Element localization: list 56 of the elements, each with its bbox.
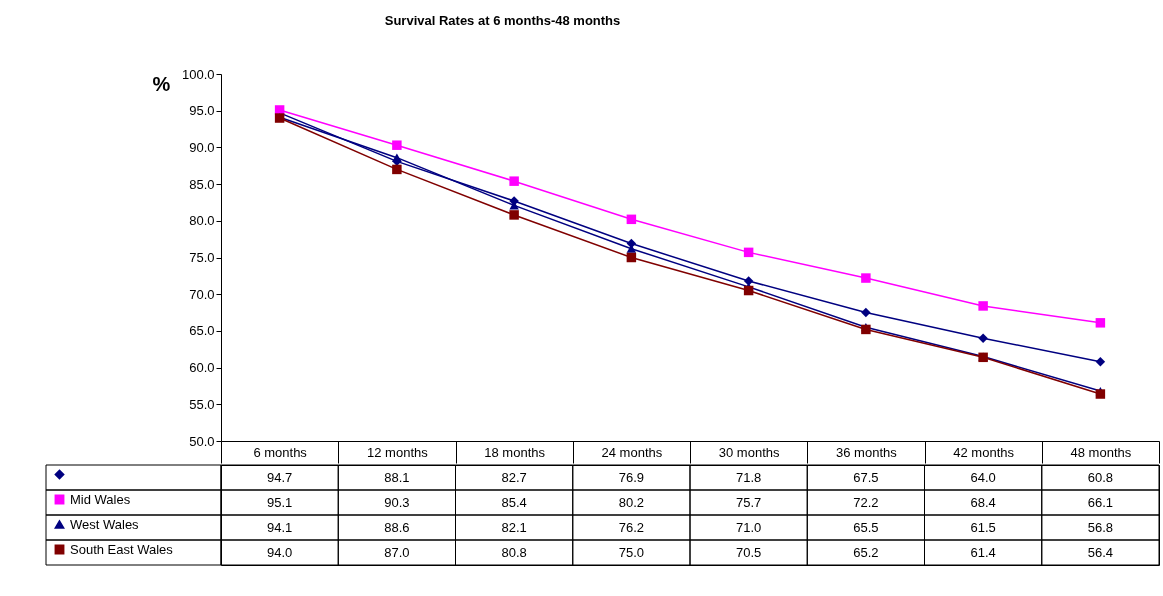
x-tick-label: 24 months	[601, 444, 663, 460]
data-label: 88.6	[384, 519, 410, 535]
y-tick-label: 95.0	[189, 103, 215, 119]
data-label: 66.1	[1087, 494, 1114, 510]
x-tick-label: 36 months	[836, 444, 898, 460]
data-label: 76.2	[618, 519, 645, 535]
data-label: 95.1	[266, 494, 293, 510]
data-label: 61.4	[970, 544, 996, 560]
legend-label: Mid Wales	[70, 491, 131, 507]
data-label: 68.4	[970, 494, 996, 510]
data-label: 64.0	[970, 469, 996, 485]
data-label: 61.5	[970, 519, 996, 535]
data-label: 94.7	[266, 469, 293, 485]
data-label: 75.0	[618, 544, 645, 560]
data-label: 65.5	[853, 519, 879, 535]
data-label: 94.0	[266, 544, 293, 560]
legend-label: West Wales	[70, 516, 140, 532]
y-tick-label: 80.0	[189, 213, 215, 229]
data-label: 80.2	[618, 494, 645, 510]
x-tick-label: 42 months	[953, 444, 1015, 460]
y-tick-label: 65.0	[189, 323, 215, 339]
y-tick-label: 70.0	[189, 286, 215, 302]
data-label: 82.1	[501, 519, 527, 535]
y-tick-label: 50.0	[189, 433, 215, 449]
data-label: 65.2	[853, 544, 879, 560]
x-tick-label: 6 months	[253, 444, 308, 460]
y-tick-label: 85.0	[189, 176, 215, 192]
data-label: 56.8	[1087, 519, 1114, 535]
x-tick-label: 30 months	[718, 444, 780, 460]
x-tick-label: 48 months	[1070, 444, 1132, 460]
data-label: 87.0	[384, 544, 410, 560]
data-label: 80.8	[501, 544, 527, 560]
data-label: 90.3	[384, 494, 410, 510]
data-label: 75.7	[735, 494, 762, 510]
chart-title: Survival Rates at 6 months-48 months	[384, 13, 621, 28]
data-label: 72.2	[853, 494, 879, 510]
data-label: 71.8	[735, 469, 762, 485]
y-tick-label: 75.0	[189, 250, 215, 265]
data-label: 60.8	[1087, 469, 1114, 485]
data-label: 82.7	[501, 469, 527, 485]
data-label: 76.9	[618, 469, 645, 485]
y-tick-label: 90.0	[189, 139, 215, 155]
y-tick-label: 100.0	[181, 66, 215, 82]
y-tick-label: 55.0	[189, 396, 215, 412]
y-tick-label: 60.0	[189, 360, 215, 376]
data-label: 88.1	[384, 469, 410, 485]
data-label: 67.5	[853, 469, 879, 485]
data-label: 56.4	[1087, 544, 1114, 560]
legend-label: South East Wales	[70, 541, 174, 557]
data-label: 71.0	[735, 519, 762, 535]
x-tick-label: 12 months	[367, 444, 429, 460]
data-label: 70.5	[735, 544, 762, 560]
data-label: 94.1	[266, 519, 293, 535]
data-label: 85.4	[501, 494, 527, 510]
y-axis-title: %	[152, 72, 171, 95]
x-tick-label: 18 months	[484, 444, 546, 460]
